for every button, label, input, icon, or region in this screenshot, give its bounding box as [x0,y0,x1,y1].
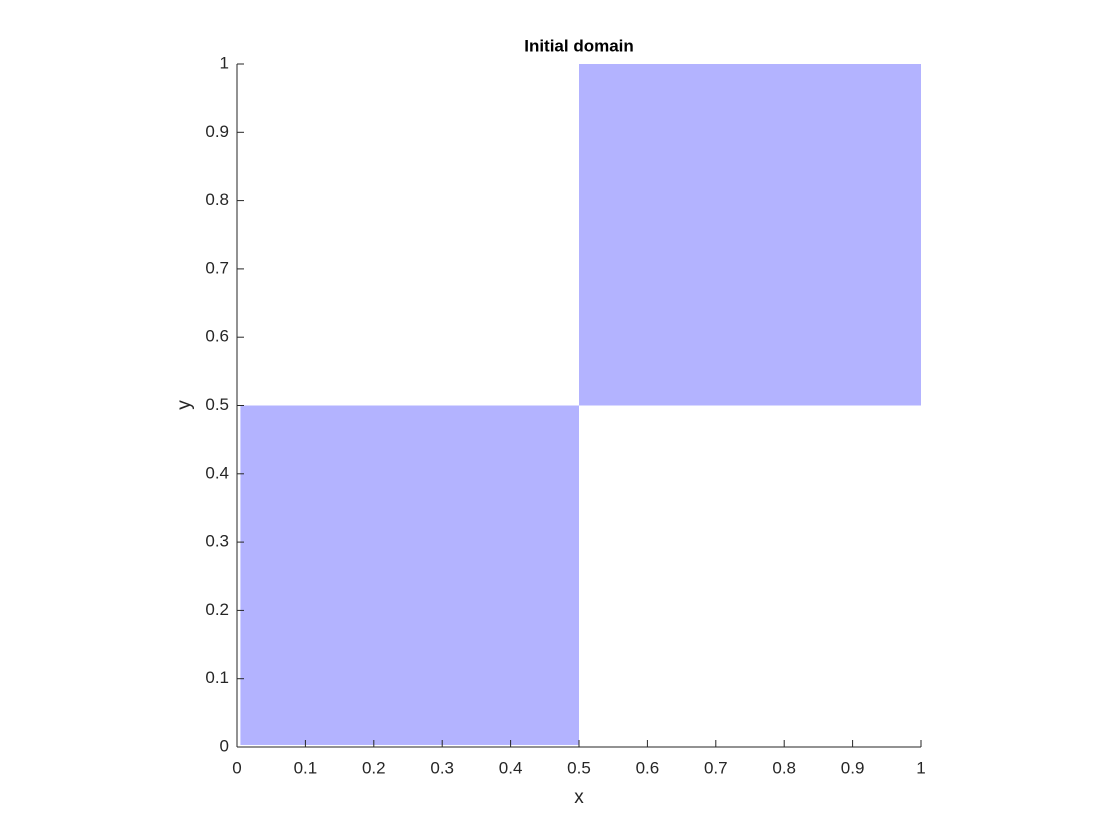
y-tick-label: 0.9 [205,122,229,141]
y-tick-label: 0.3 [205,532,229,551]
x-tick-label: 0.9 [841,758,865,777]
y-tick-label: 0.8 [205,190,229,209]
x-tick-label: 0 [232,758,241,777]
x-tick-label: 0.4 [499,758,523,777]
x-tick-label: 0.3 [430,758,454,777]
y-tick-label: 0.6 [205,327,229,346]
y-tick-label: 0.4 [205,463,229,482]
y-tick-label: 0.1 [205,668,229,687]
x-tick-label: 0.7 [704,758,728,777]
y-tick-label: 1 [220,53,229,72]
y-tick-label: 0.7 [205,258,229,277]
y-axis-label: y [174,400,195,410]
x-tick-label: 0.6 [636,758,660,777]
x-axis-label: x [574,787,584,808]
filled-region [579,64,921,406]
x-tick-label: 0.1 [294,758,318,777]
filled-region [240,405,580,745]
y-tick-label: 0.2 [205,600,229,619]
y-tick-label: 0.5 [205,395,229,414]
y-tick-label: 0 [220,736,229,755]
chart-title: Initial domain [524,36,634,55]
x-tick-label: 0.2 [362,758,386,777]
x-tick-label: 0.5 [567,758,591,777]
x-tick-label: 1 [916,758,925,777]
x-tick-label: 0.8 [772,758,796,777]
